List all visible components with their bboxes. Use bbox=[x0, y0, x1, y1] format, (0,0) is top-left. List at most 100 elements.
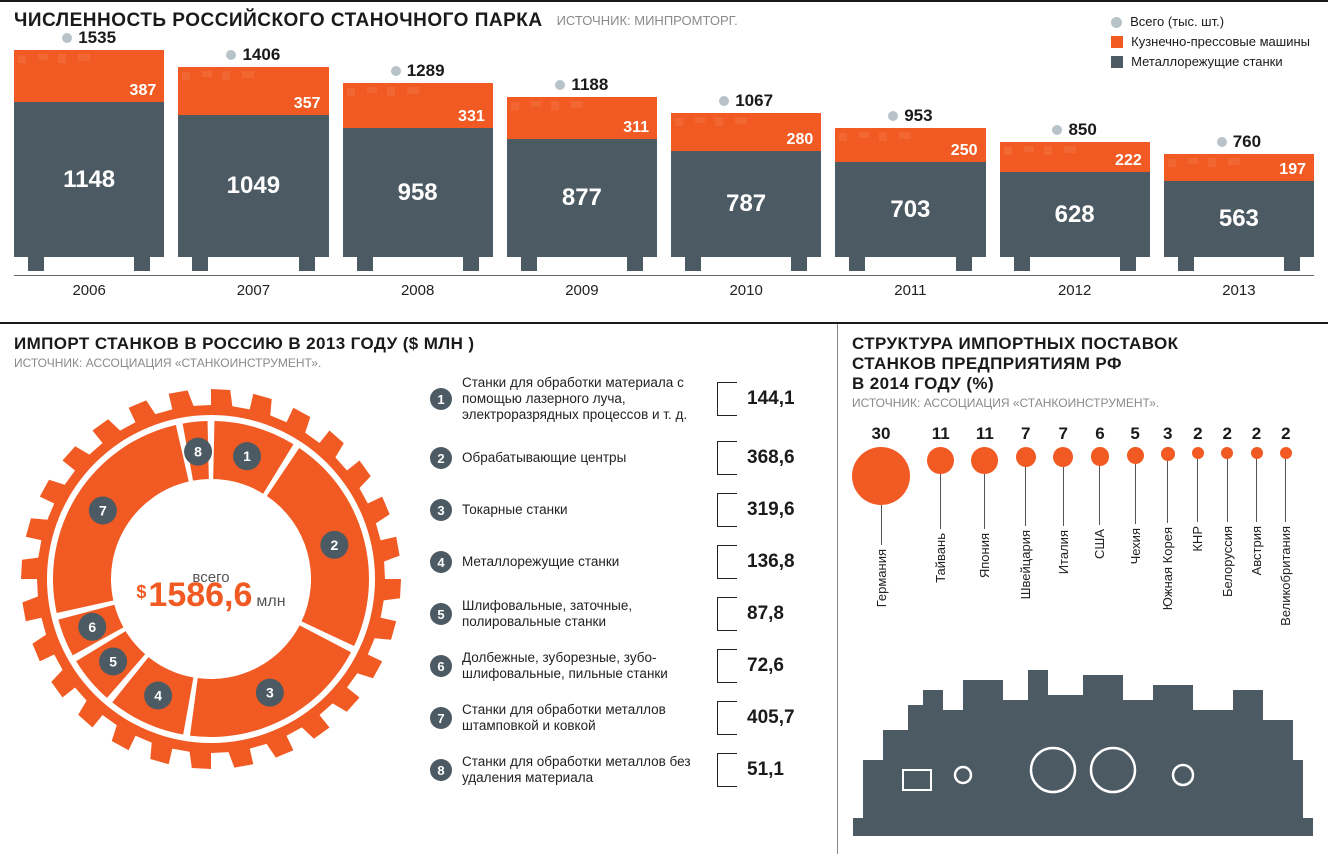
leader-line bbox=[1025, 467, 1026, 526]
country-pct: 5 bbox=[1130, 424, 1139, 444]
leader-line bbox=[1063, 467, 1064, 526]
foot-icon bbox=[521, 257, 537, 271]
press-bar: 387 bbox=[14, 50, 164, 102]
machine-feet bbox=[1000, 257, 1150, 271]
bottom-panels: ИМПОРТ СТАНКОВ В РОССИЮ В 2013 ГОДУ ($ М… bbox=[0, 322, 1328, 854]
country-bubble: 3Южная Корея bbox=[1161, 424, 1175, 610]
import-value: 319,6 bbox=[747, 499, 817, 521]
park-count-panel: ЧИСЛЕННОСТЬ РОССИЙСКОГО СТАНОЧНОГО ПАРКА… bbox=[0, 0, 1328, 320]
country-pct: 7 bbox=[1059, 424, 1068, 444]
total-value: 850 bbox=[1068, 120, 1096, 140]
year-label: 2010 bbox=[671, 282, 821, 299]
legend-label: Всего (тыс. шт.) bbox=[1130, 12, 1224, 32]
structure-title-l3: В 2014 ГОДУ (%) bbox=[852, 374, 1314, 394]
foot-icon bbox=[28, 257, 44, 271]
bubble-icon bbox=[1091, 447, 1110, 466]
year-label: 2009 bbox=[507, 282, 657, 299]
country-pct: 11 bbox=[976, 424, 994, 444]
dot-icon bbox=[391, 66, 401, 76]
machine-feet bbox=[178, 257, 328, 271]
total-label: 760 bbox=[1217, 132, 1261, 152]
country-bubble: 2Великобритания bbox=[1280, 424, 1292, 626]
import-value: 87,8 bbox=[747, 603, 817, 625]
svg-text:6: 6 bbox=[88, 619, 96, 635]
bubble-icon bbox=[1016, 447, 1036, 467]
foot-icon bbox=[1284, 257, 1300, 271]
cut-bar: 958 bbox=[343, 128, 493, 257]
country-bubble: 30Германия bbox=[852, 424, 910, 607]
machine-2009: 1188311877 bbox=[507, 75, 657, 271]
total-label: 1535 bbox=[62, 28, 116, 48]
foot-icon bbox=[627, 257, 643, 271]
leader-line bbox=[1227, 459, 1228, 522]
machine-2010: 1067280787 bbox=[671, 91, 821, 271]
total-value: 1067 bbox=[735, 91, 773, 111]
import-label: Долбежные, зуборезные, зубо-шлифовальные… bbox=[462, 650, 707, 682]
bubble-icon bbox=[1127, 447, 1144, 464]
dot-icon bbox=[719, 96, 729, 106]
country-name: Южная Корея bbox=[1160, 527, 1175, 610]
structure-title-l1: СТРУКТУРА ИМПОРТНЫХ ПОСТАВОК bbox=[852, 334, 1314, 354]
import-number-badge: 3 bbox=[430, 499, 452, 521]
press-bar: 280 bbox=[671, 113, 821, 151]
total-label: 1406 bbox=[226, 45, 280, 65]
machine-2008: 1289331958 bbox=[343, 61, 493, 271]
machine-feet bbox=[507, 257, 657, 271]
cut-bar: 877 bbox=[507, 139, 657, 257]
svg-text:8: 8 bbox=[194, 444, 202, 460]
foot-icon bbox=[463, 257, 479, 271]
import-value: 405,7 bbox=[747, 707, 817, 729]
bracket-icon bbox=[717, 493, 737, 527]
structure-panel: СТРУКТУРА ИМПОРТНЫХ ПОСТАВОК СТАНКОВ ПРЕ… bbox=[838, 324, 1328, 854]
bracket-icon bbox=[717, 649, 737, 683]
legend-label: Кузнечно-прессовые машины bbox=[1131, 32, 1310, 52]
country-name: Белоруссия bbox=[1220, 526, 1235, 597]
country-bubble: 5 Чехия bbox=[1127, 424, 1144, 565]
country-bubble: 2Австрия bbox=[1251, 424, 1263, 575]
foot-icon bbox=[791, 257, 807, 271]
total-value: 1188 bbox=[571, 75, 608, 95]
gear-center-value: $1586,6млн bbox=[136, 576, 285, 615]
bubble-icon bbox=[1251, 447, 1263, 459]
leader-line bbox=[1256, 459, 1257, 522]
country-name: Швейцария bbox=[1018, 530, 1033, 599]
import-value: 51,1 bbox=[747, 759, 817, 781]
import-label: Станки для обработки металлов штамповкой… bbox=[462, 702, 707, 734]
square-icon bbox=[1111, 36, 1123, 48]
bracket-icon bbox=[717, 597, 737, 631]
dot-icon bbox=[1217, 137, 1227, 147]
total-value: 1289 bbox=[407, 61, 445, 81]
unit: млн bbox=[256, 593, 285, 610]
machine-feet bbox=[343, 257, 493, 271]
press-bar: 197 bbox=[1164, 154, 1314, 181]
country-bubble: 7Италия bbox=[1053, 424, 1073, 574]
bracket-icon bbox=[717, 701, 737, 735]
country-bubbles: 30Германия11Тайвань11Япония7Швейцария7Ит… bbox=[852, 424, 1314, 554]
country-name: Чехия bbox=[1128, 528, 1143, 564]
total-value: 1406 bbox=[242, 45, 280, 65]
legend-press: Кузнечно-прессовые машины bbox=[1111, 32, 1310, 52]
cut-bar: 628 bbox=[1000, 172, 1150, 257]
leader-line bbox=[1197, 459, 1198, 522]
import-row-1: 1Станки для обработки материала с помощь… bbox=[430, 366, 817, 432]
stack: 3871148 bbox=[14, 50, 164, 271]
cut-bar: 703 bbox=[835, 162, 985, 257]
dot-icon bbox=[62, 33, 72, 43]
machine-feet bbox=[14, 257, 164, 271]
total-label: 1067 bbox=[719, 91, 773, 111]
country-name: Япония bbox=[977, 533, 992, 578]
import-value: 72,6 bbox=[747, 655, 817, 677]
import-row-7: 7Станки для обработки металлов штамповко… bbox=[430, 692, 817, 744]
press-bar: 222 bbox=[1000, 142, 1150, 172]
import-row-8: 8Станки для обработки металлов без удале… bbox=[430, 744, 817, 796]
country-name: США bbox=[1092, 529, 1107, 559]
import-number-badge: 6 bbox=[430, 655, 452, 677]
country-bubble: 2Белоруссия bbox=[1221, 424, 1233, 597]
foot-icon bbox=[1120, 257, 1136, 271]
year-label: 2007 bbox=[178, 282, 328, 299]
import-number-badge: 4 bbox=[430, 551, 452, 573]
machine-feet bbox=[835, 257, 985, 271]
bubble-icon bbox=[1192, 447, 1204, 459]
stack: 3571049 bbox=[178, 67, 328, 271]
structure-title-l2: СТАНКОВ ПРЕДПРИЯТИЯМ РФ bbox=[852, 354, 1314, 374]
